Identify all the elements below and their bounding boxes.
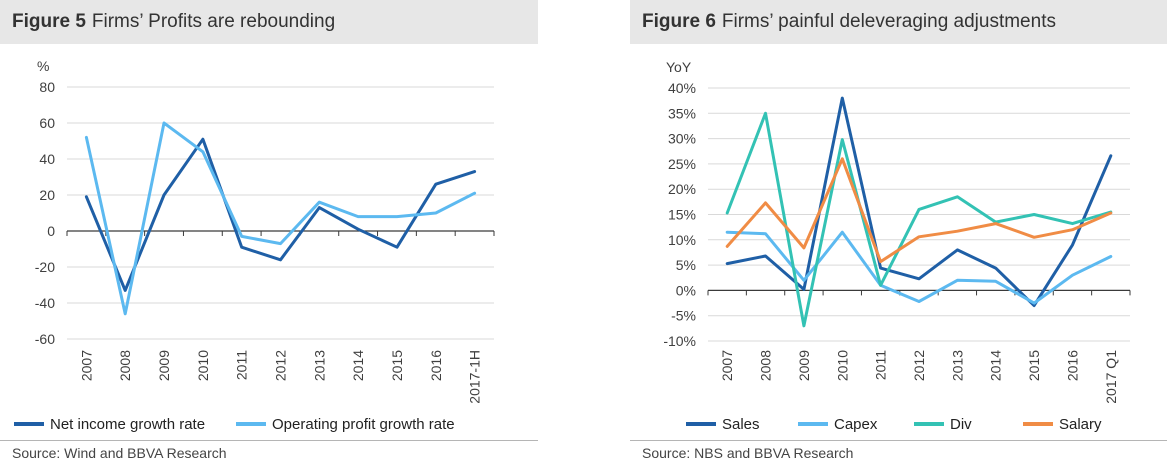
y-tick-label: 40 (39, 151, 55, 167)
x-category-label: 2009 (156, 350, 172, 381)
y-tick-label: -40 (35, 295, 55, 311)
y-tick-label: -10% (663, 333, 696, 349)
series-line-operating-profit-growth-rate (84, 121, 477, 316)
x-category-label: 2010 (834, 350, 850, 381)
x-category-label: 2011 (234, 350, 250, 380)
x-category-label: 2013 (311, 350, 327, 381)
x-category-label: 2015 (1026, 350, 1042, 381)
x-category-label: 2017 Q1 (1103, 350, 1119, 404)
y-tick-label: 25% (668, 156, 696, 172)
x-category-label: 2012 (911, 350, 927, 381)
x-category-label: 2015 (389, 350, 405, 381)
y-tick-label: 0 (47, 223, 55, 239)
y-tick-label: 80 (39, 79, 55, 95)
x-category-label: 2011 (873, 350, 889, 380)
x-category-label: 2012 (273, 350, 289, 381)
x-category-label: 2014 (350, 350, 366, 381)
figure-6-panel: Figure 6 Firms’ painful deleveraging adj… (630, 0, 1167, 470)
y-tick-label: 60 (39, 115, 55, 131)
series-line-sales (725, 96, 1113, 308)
y-tick-label: -60 (35, 331, 55, 347)
legend-label: Div (950, 416, 972, 433)
y-unit-label: YoY (666, 59, 692, 75)
series-line-capex (725, 230, 1113, 305)
series-line-div (725, 111, 1113, 328)
figure-6-title: Firms’ painful deleveraging adjustments (721, 11, 1056, 32)
y-tick-label: 20% (668, 181, 696, 197)
figure-6-title-bar: Figure 6 Firms’ painful deleveraging adj… (630, 0, 1167, 44)
series-line-salary (725, 157, 1113, 264)
x-category-label: 2010 (195, 350, 211, 381)
x-category-label: 2016 (428, 350, 444, 381)
legend-label: Operating profit growth rate (272, 416, 455, 433)
y-tick-label: 0% (676, 282, 696, 298)
x-category-label: 2014 (988, 350, 1004, 381)
x-category-label: 2017-1H (467, 350, 483, 404)
figure-5-chart: 80 60 40 20 0 -20 -40 -60% 2007 2008 2009 2010 2011 2… (14, 58, 495, 433)
y-tick-label: 15% (668, 207, 696, 223)
figure-5-source: Source: Wind and BBVA Research (12, 445, 227, 461)
series-line-net-income-growth-rate (84, 137, 477, 292)
figure-6-source: Source: NBS and BBVA Research (642, 445, 854, 461)
y-tick-label: 20 (39, 187, 55, 203)
x-category-label: 2008 (758, 350, 774, 381)
y-tick-label: -5% (671, 308, 696, 324)
x-category-label: 2009 (796, 350, 812, 381)
figure-6-source-rule (630, 440, 1167, 441)
legend-label: Sales (722, 416, 760, 433)
x-category-label: 2008 (117, 350, 133, 381)
figure-5-label: Figure 5 (12, 11, 86, 32)
legend-label: Net income growth rate (50, 416, 205, 433)
x-category-label: 2007 (78, 350, 94, 381)
figure-5-panel: Figure 5 Firms’ Profits are rebounding 8… (0, 0, 540, 470)
y-unit-label: % (37, 58, 49, 74)
y-tick-label: 35% (668, 105, 696, 121)
x-category-label: 2013 (949, 350, 965, 381)
legend-label: Capex (834, 416, 878, 433)
x-category-label: 2007 (719, 350, 735, 381)
figure-5-source-rule (0, 440, 538, 441)
y-tick-label: -20 (35, 259, 55, 275)
legend-label: Salary (1059, 416, 1102, 433)
y-tick-label: 40% (668, 80, 696, 96)
figure-6-chart: 40% 35% 30% 25% 20% 15% 10% 5% 0% -5% -10% YoY 2007 2… (663, 59, 1131, 433)
figure-6-label: Figure 6 (642, 11, 716, 32)
y-tick-label: 5% (676, 257, 696, 273)
x-category-label: 2016 (1064, 350, 1080, 381)
y-tick-label: 10% (668, 232, 696, 248)
y-tick-label: 30% (668, 131, 696, 147)
figure-5-title-bar: Figure 5 Firms’ Profits are rebounding (0, 0, 538, 44)
figure-5-title: Firms’ Profits are rebounding (91, 11, 336, 32)
